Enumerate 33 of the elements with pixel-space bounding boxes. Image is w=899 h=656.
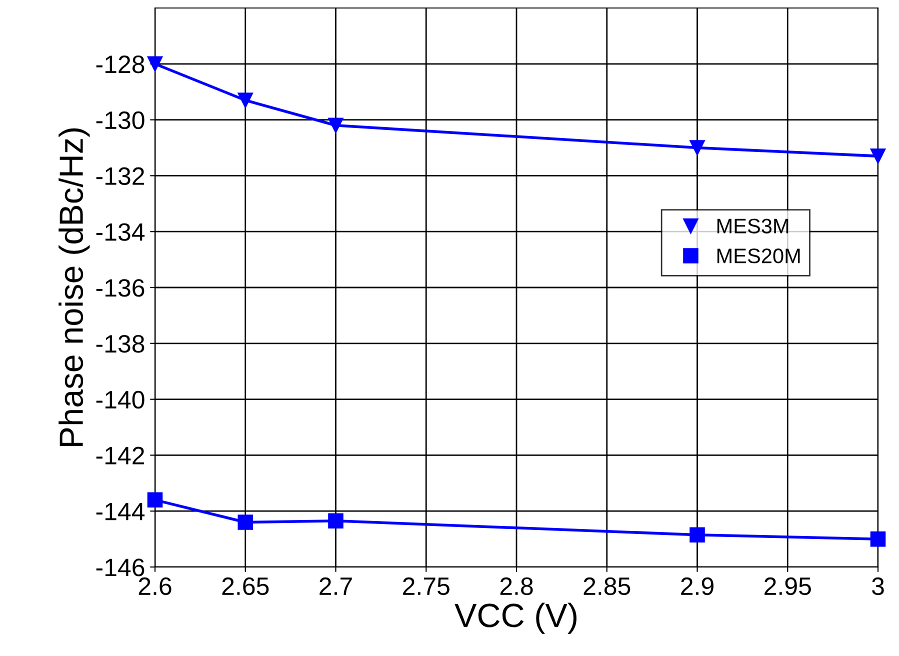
x-tick-label: 2.95 (764, 577, 811, 596)
point (870, 148, 886, 164)
y-tick-label: -146 (96, 558, 144, 576)
y-tick-label: -142 (96, 446, 144, 464)
point (238, 92, 254, 108)
point (690, 140, 705, 156)
y-tick-label: -138 (96, 335, 144, 353)
y-tick-label: -144 (96, 502, 145, 520)
y-axis-title: Phase noise (dBc/Hz) (58, 128, 90, 446)
point (328, 513, 344, 529)
y-tick-label: -140 (96, 390, 144, 409)
y-tick-label: -128 (96, 56, 144, 74)
legend-label: MES20M (717, 248, 800, 264)
x-tick-label: 2.6 (138, 577, 172, 596)
point (147, 56, 163, 72)
x-tick-label: 2.9 (681, 577, 714, 596)
y-tick-label: -136 (96, 279, 144, 297)
legend-label: MES3M (717, 218, 788, 234)
point (870, 531, 886, 547)
y-tick-label: -132 (96, 167, 144, 186)
point (238, 514, 254, 530)
y-tick-label: -130 (96, 111, 144, 130)
point (147, 492, 163, 508)
x-tick-label: 3 (872, 577, 884, 596)
x-tick-label: 2.75 (403, 577, 450, 596)
point (328, 118, 344, 134)
point (690, 527, 705, 542)
x-tick-label: 2.7 (320, 577, 352, 595)
x-tick-label: 2.65 (222, 577, 269, 596)
y-tick-label: -134 (96, 223, 145, 241)
x-tick-label: 2.85 (584, 577, 630, 596)
x-axis-title: VCC (V) (454, 602, 576, 634)
x-tick-label: 2.8 (500, 577, 533, 596)
